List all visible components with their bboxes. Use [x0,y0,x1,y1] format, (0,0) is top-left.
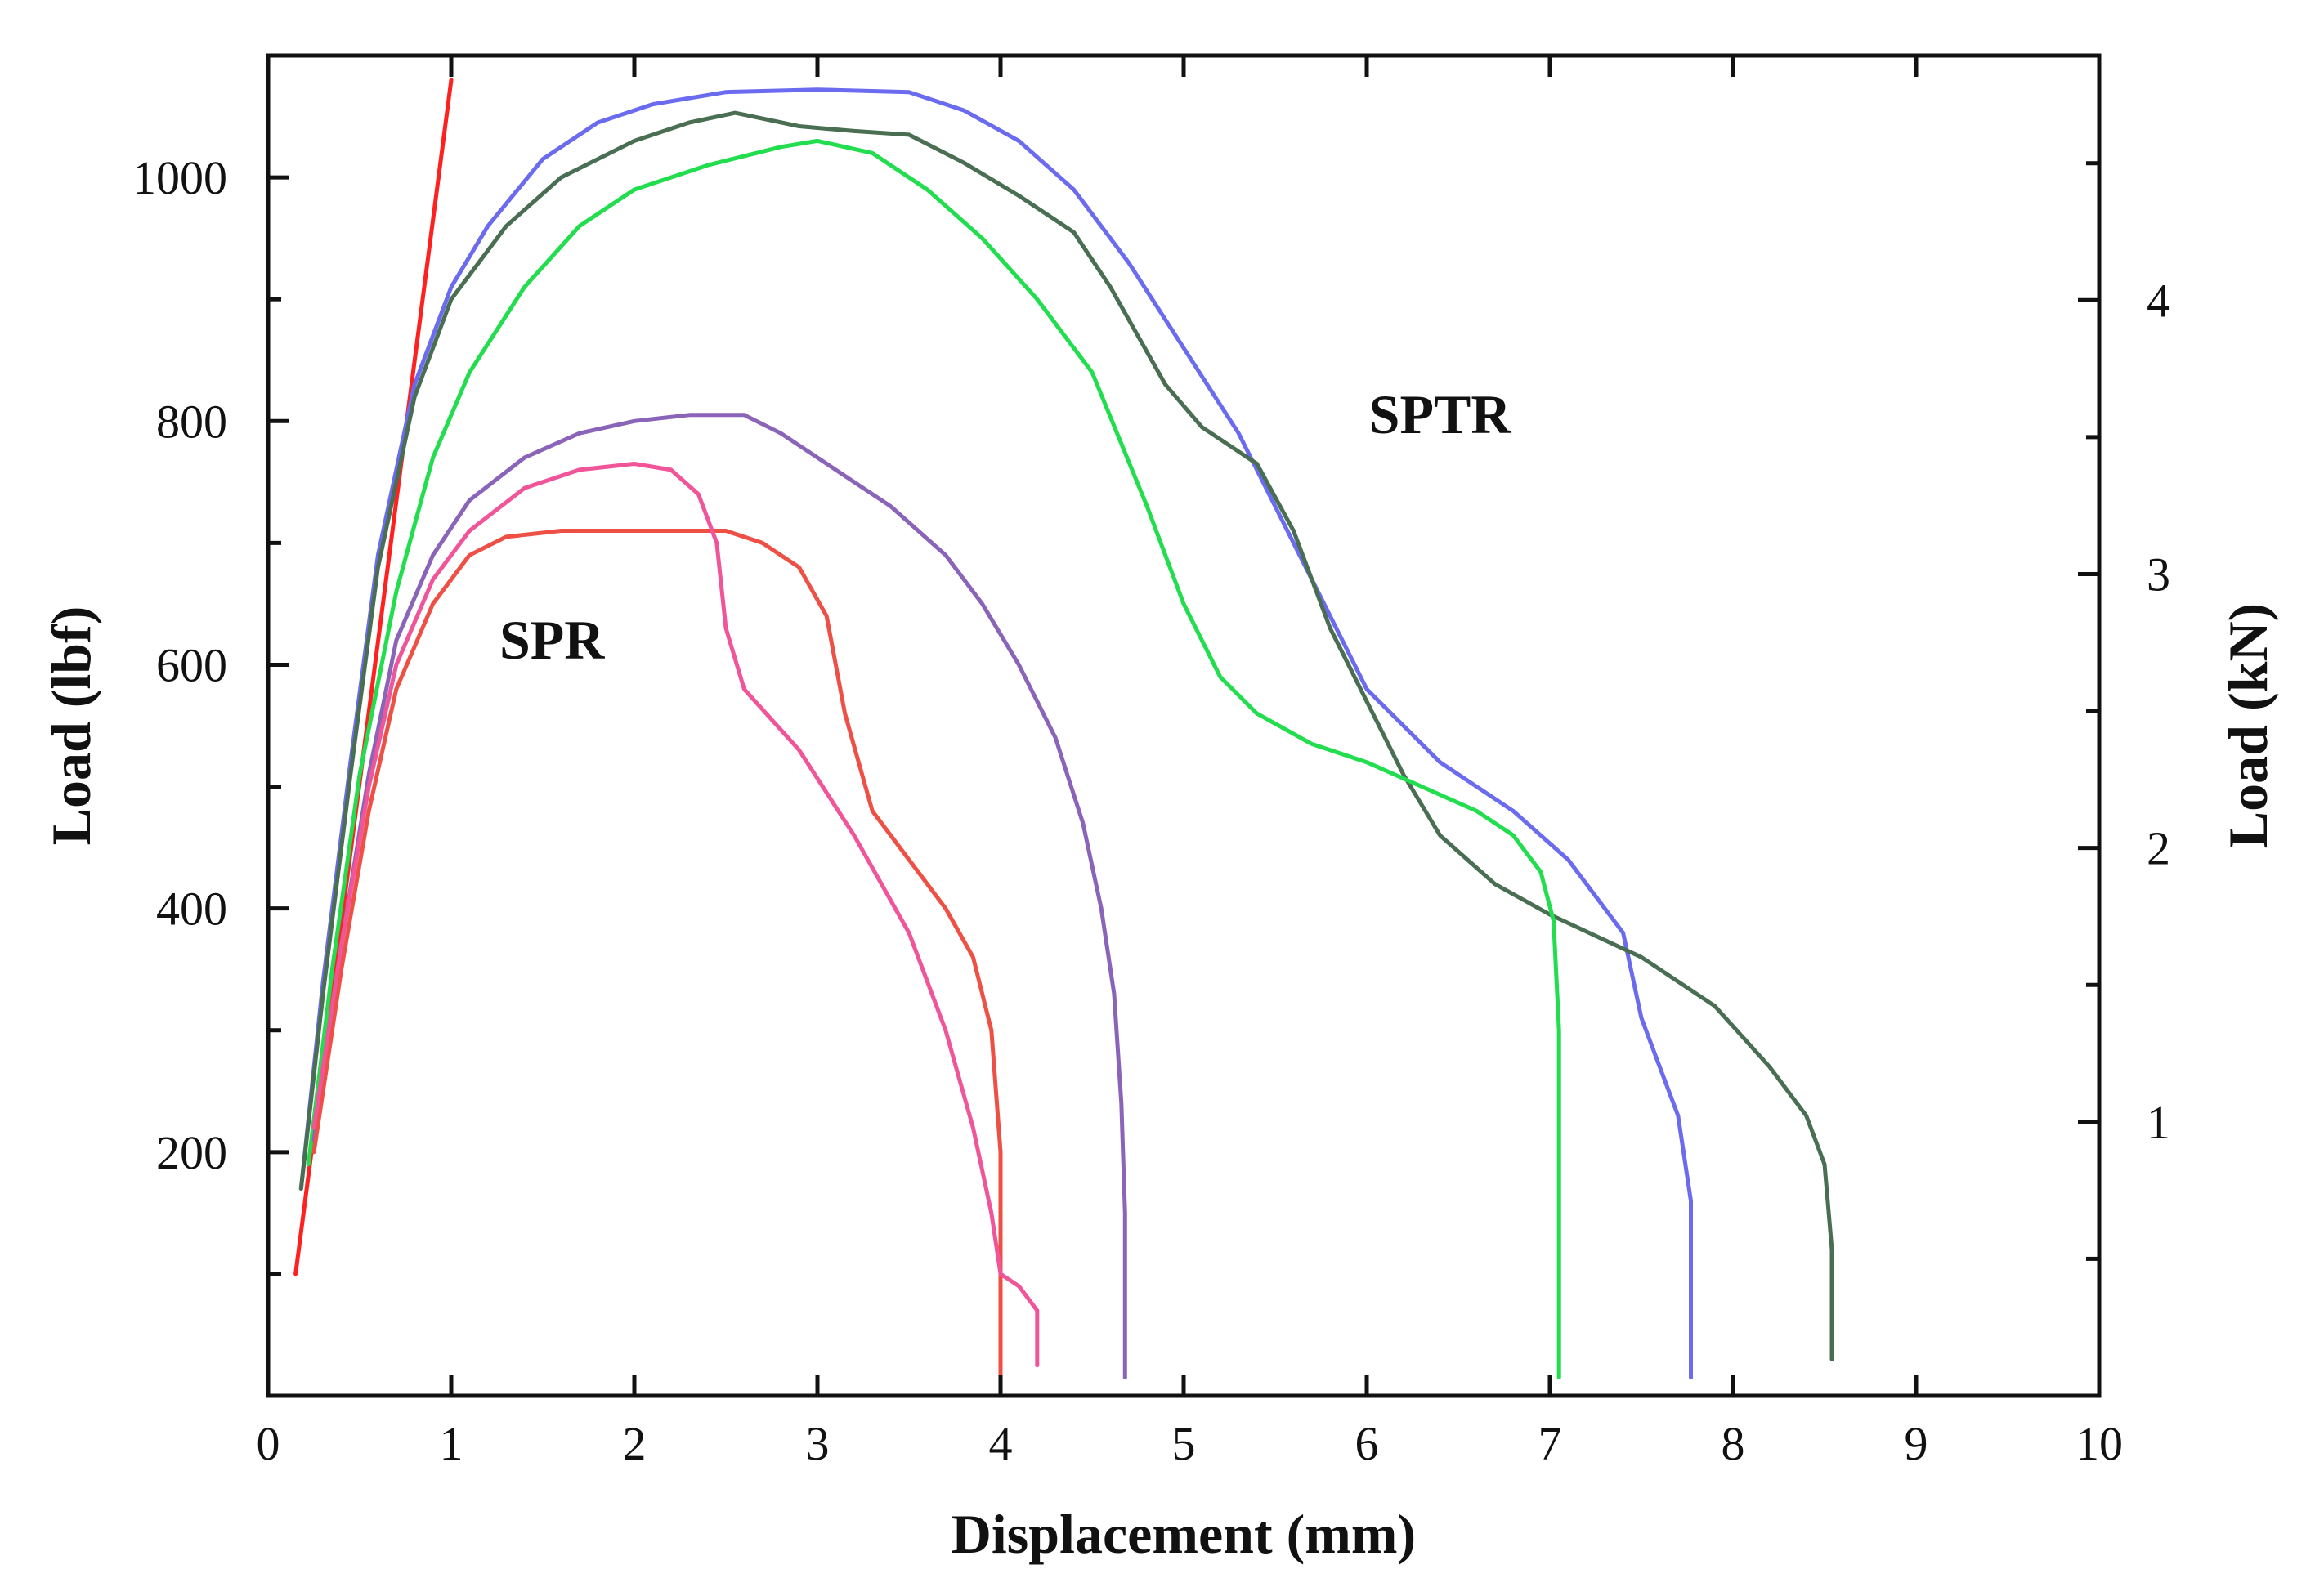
x-tick-label: 4 [989,1417,1013,1470]
y2-tick-label: 4 [2147,274,2170,327]
series-layer: Stiffness reference lineSPTR specimen 1 … [293,78,1834,1380]
y-tick-label: 800 [156,395,227,448]
series-line-2: SPTR specimen 2 (dark green) [298,110,1834,1361]
x-tick-label: 8 [1722,1417,1745,1470]
y2-tick-label: 3 [2147,548,2170,601]
plot-frame [266,53,2102,1398]
x-tick-label: 10 [2075,1417,2123,1470]
series-line-3: SPTR specimen 3 (light green) [306,138,1561,1380]
ticks-layer [266,56,2102,1396]
y-tick-label: 200 [156,1126,227,1179]
annotation-layer: SPTR SPR [499,383,1511,671]
series-line-6: SPR specimen 3 (pink) [311,462,1040,1368]
x-tick-label: 6 [1355,1417,1379,1470]
series-line-5: SPR specimen 2 (red) [311,529,1003,1380]
x-tick-label: 1 [440,1417,463,1470]
y-tick-label: 400 [156,883,227,936]
y2-tick-label: 2 [2147,822,2170,875]
x-tick-label: 3 [806,1417,830,1470]
annotation-spr: SPR [499,609,605,671]
y-axis-title: Load (lbf) [40,606,102,846]
y2-tick-label: 1 [2147,1096,2170,1149]
x-tick-label: 5 [1172,1417,1196,1470]
labels-layer: 0 1 2 3 4 5 6 7 8 9 10 200 400 600 800 1000 1 2 3 4 [132,151,2170,1470]
x-tick-label: 7 [1538,1417,1562,1470]
annotation-sptr: SPTR [1369,383,1512,445]
x-axis-title: Displacement (mm) [952,1503,1416,1565]
x-tick-label: 2 [623,1417,647,1470]
y2-axis-title: Load (kN) [2217,603,2279,848]
series-line-1: SPTR specimen 1 (blue) [298,87,1693,1380]
y-tick-label: 1000 [132,151,227,204]
series-line-4: SPR specimen 1 (purple) [311,413,1127,1380]
x-tick-label: 9 [1905,1417,1928,1470]
y-tick-label: 600 [156,638,227,691]
x-tick-label: 0 [257,1417,280,1470]
